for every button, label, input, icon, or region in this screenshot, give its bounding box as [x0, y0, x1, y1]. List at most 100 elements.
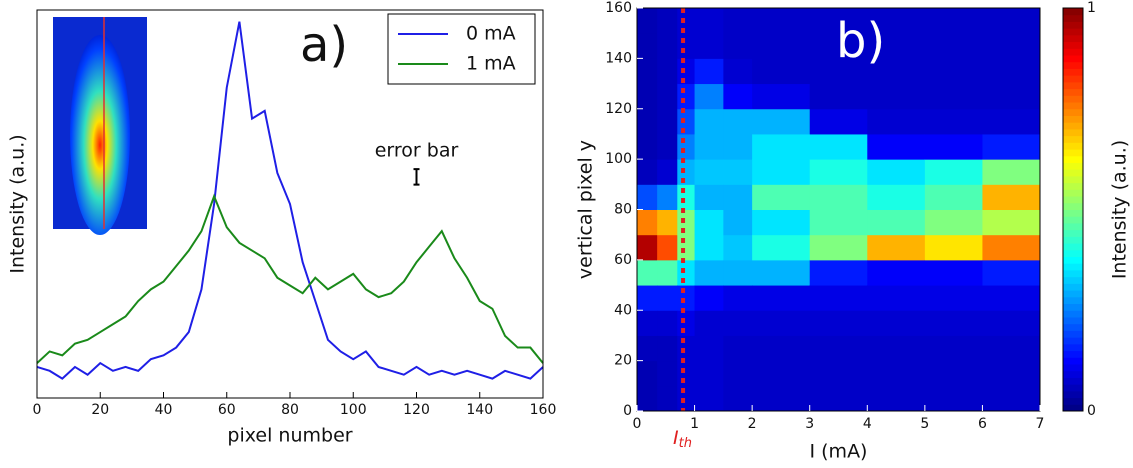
heat-cell [752, 83, 811, 110]
heat-cell [637, 184, 658, 210]
colorbar-step [1063, 135, 1083, 143]
heat-cell [694, 259, 724, 286]
heat-cell [694, 360, 724, 387]
colorbar-step [1063, 236, 1083, 244]
data-line [36, 21, 544, 380]
heat-cell [723, 83, 753, 110]
colorbar-step [1063, 404, 1083, 412]
heat-cell [694, 184, 724, 210]
heat-cell [924, 159, 983, 185]
heat-cell [723, 234, 753, 261]
heat-cell [924, 360, 983, 387]
heat-cell [867, 108, 926, 135]
heat-cell [809, 335, 868, 362]
y-tick-label: 120 [605, 101, 632, 117]
x-axis-label: I (mA) [810, 441, 868, 463]
x-tick-label: 0 [633, 416, 642, 432]
x-tick-label: 100 [340, 402, 367, 418]
heat-cell [723, 385, 753, 412]
colorbar-step [1063, 81, 1083, 90]
colorbar-step [1063, 330, 1083, 338]
heat-cell [752, 360, 811, 387]
heat-cell [867, 184, 926, 210]
heat-cell [637, 33, 658, 59]
heat-cell [809, 33, 868, 59]
colorbar-step [1063, 102, 1083, 110]
x-tick-label: 160 [530, 402, 557, 418]
y-axis-label: vertical pixel y [575, 140, 597, 279]
heat-cell [752, 33, 811, 59]
heat-cell [809, 360, 868, 387]
heat-cell [809, 159, 868, 185]
heat-cell [677, 335, 696, 362]
heat-cell [982, 184, 1041, 210]
colorbar-step [1063, 95, 1083, 103]
colorbar-step [1063, 61, 1083, 69]
threshold-symbol: I [673, 427, 679, 449]
colorbar-tick-label: 0 [1087, 403, 1096, 419]
heat-cell [752, 58, 811, 85]
heat-cell [677, 58, 696, 85]
inset-spot [70, 35, 130, 235]
heat-cell [982, 259, 1041, 286]
heat-cell [677, 385, 696, 412]
heat-cell [637, 8, 658, 34]
heat-cell [752, 184, 811, 210]
colorbar-step [1063, 397, 1083, 405]
colorbar-step [1063, 243, 1083, 251]
colorbar-step [1063, 162, 1083, 170]
heat-cell [677, 259, 696, 286]
colorbar-step [1063, 290, 1083, 298]
colorbar-frame [1062, 7, 1084, 412]
heat-cell [982, 58, 1041, 85]
heat-cell [694, 385, 724, 412]
heat-cell [677, 33, 696, 59]
heat-cell [723, 259, 753, 286]
colorbar-step [1063, 88, 1083, 96]
heat-cell [752, 234, 811, 261]
colorbar-step [1063, 48, 1083, 56]
colorbar-step [1063, 303, 1083, 311]
heat-cell [637, 133, 658, 160]
heat-cell [752, 285, 811, 311]
heat-cell [723, 108, 753, 135]
colorbar-step [1063, 269, 1083, 278]
colorbar-label: Intensity (a.u.) [1109, 140, 1131, 279]
x-tick-label: 4 [863, 416, 872, 432]
heat-cell [637, 234, 658, 261]
x-tick-label: 20 [91, 402, 109, 418]
heat-cell [694, 335, 724, 362]
heat-cell [867, 133, 926, 160]
heat-cell [982, 385, 1041, 412]
heat-cell [867, 385, 926, 412]
colorbar-step [1063, 229, 1083, 237]
heat-cell [657, 209, 678, 236]
heat-cell [694, 285, 724, 311]
heat-cell [809, 385, 868, 412]
heat-cell [694, 33, 724, 59]
heat-cell [657, 385, 678, 412]
heat-cell [657, 259, 678, 286]
colorbar-step [1063, 209, 1083, 217]
heat-cell [723, 360, 753, 387]
heat-cell [867, 159, 926, 185]
colorbar-step [1063, 337, 1083, 345]
heat-cell [657, 83, 678, 110]
heat-cell [982, 234, 1041, 261]
heat-cell [924, 285, 983, 311]
heat-cell [867, 310, 926, 336]
colorbar-step [1063, 14, 1083, 22]
colorbar-tick-label: 1 [1087, 0, 1096, 16]
colorbar-step [1063, 115, 1083, 123]
heat-cell [637, 385, 658, 412]
heat-cell [982, 108, 1041, 135]
heat-cell [637, 159, 658, 185]
heat-cell [924, 58, 983, 85]
heat-cell [924, 209, 983, 236]
panel-label: a) [300, 17, 348, 73]
colorbar-step [1063, 175, 1083, 184]
heat-cell [677, 360, 696, 387]
colorbar-step [1063, 363, 1083, 372]
heat-cell [809, 285, 868, 311]
x-tick-label: 0 [33, 402, 42, 418]
